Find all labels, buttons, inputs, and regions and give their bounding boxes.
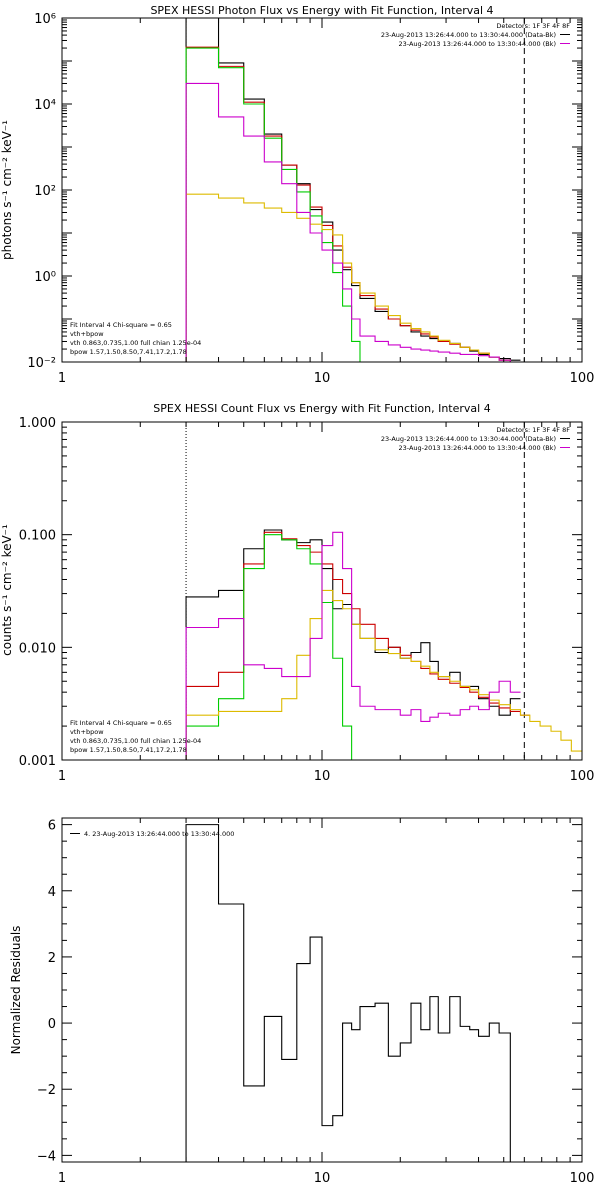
y-tick-label: 4	[48, 885, 56, 900]
legend-bl-text: vth 0.863,0.735,1.00 full chian 1.25e-04	[70, 737, 201, 745]
x-tick-label: 1	[58, 769, 66, 784]
series-data-bk	[185, 529, 521, 760]
series-group	[185, 529, 582, 760]
series-vth	[185, 534, 353, 760]
panel1-ylabel: photons s⁻¹ cm⁻² keV⁻¹	[0, 120, 14, 260]
axes-frame	[61, 17, 583, 363]
series-data-bk	[185, 18, 521, 362]
panel3-ylabel: Normalized Residuals	[9, 926, 23, 1055]
y-tick-label: −4	[37, 1149, 56, 1164]
legend-top-left: 4. 23-Aug-2013 13:26:44.000 to 13:30:44.…	[70, 830, 234, 838]
legend-tr-text: Detectors: 1F 3F 4F 8F	[496, 426, 570, 434]
y-tick-label: 2	[48, 951, 56, 966]
series-bpow	[185, 193, 511, 362]
x-tick-label: 100	[570, 371, 595, 386]
x-axis: 1 10 100	[58, 422, 595, 784]
series-4-23-aug-2013-13-26-44-000-to-13-30-44-000	[185, 824, 511, 1162]
y-tick-label: 1.000	[19, 416, 56, 431]
panel-residuals: 1 10 100 −4 −2 0 2 4 6 4. 23-Aug-2013 13:26:44.00…	[9, 817, 595, 1186]
x-axis: 1 10 100	[58, 18, 595, 386]
legend-tr-text: 23-Aug-2013 13:26:44.000 to 13:30:44.000…	[381, 435, 556, 443]
panel3-plot-area: 1 10 100 −4 −2 0 2 4 6 4. 23-Aug-2013 13:26:44.00…	[37, 817, 595, 1186]
legend-bl-text: vth+bpow	[70, 728, 104, 736]
y-tick-label: 0.001	[19, 754, 56, 769]
legend-bl-text: Fit Interval 4 Chi-square = 0.65	[70, 719, 172, 727]
legend-bl-text: vth+bpow	[70, 330, 104, 338]
x-tick-label: 100	[570, 769, 595, 784]
legend-tr-text: 23-Aug-2013 13:26:44.000 to 13:30:44.000…	[399, 40, 556, 48]
x-tick-label: 100	[570, 1171, 595, 1186]
y-tick-label: 0	[48, 1017, 56, 1032]
legend-tr-text: 23-Aug-2013 13:26:44.000 to 13:30:44.000…	[381, 31, 556, 39]
legend-bottom-left: Fit Interval 4 Chi-square = 0.65vth+bpow…	[70, 719, 201, 754]
panel2-ylabel: counts s⁻¹ cm⁻² keV⁻¹	[0, 524, 14, 656]
legend-bl-text: bpow 1.57,1.50,8.50,7.41,17.2,1.78	[70, 746, 187, 754]
series-group	[185, 824, 511, 1162]
y-tick-label: 10⁶	[34, 12, 56, 27]
series-group	[185, 18, 521, 362]
panel2-plot-area: 1 10 100 0.001 0.010 0.100 1.000 Detectors: 1F …	[19, 416, 595, 784]
y-axis: 10⁻² 10⁰ 10² 10⁴ 10⁶	[27, 12, 582, 371]
y-tick-label: −2	[37, 1083, 56, 1098]
y-axis: −4 −2 0 2 4 6	[37, 819, 582, 1164]
x-tick-label: 10	[314, 769, 331, 784]
x-tick-label: 1	[58, 1171, 66, 1186]
y-tick-label: 10⁻²	[27, 356, 56, 371]
y-tick-label: 0.100	[19, 529, 56, 544]
series-bpow	[185, 589, 582, 760]
y-tick-label: 6	[48, 819, 56, 834]
series-vth-bpow	[185, 531, 530, 760]
y-axis: 0.001 0.010 0.100 1.000	[19, 416, 582, 769]
panel-photon-flux: SPEX HESSI Photon Flux vs Energy with Fi…	[0, 4, 594, 386]
y-tick-label: 0.010	[19, 641, 56, 656]
legend-tr-text: Detectors: 1F 3F 4F 8F	[496, 22, 570, 30]
legend-bottom-left: Fit Interval 4 Chi-square = 0.65vth+bpow…	[70, 321, 201, 356]
legend-tl-text: 4. 23-Aug-2013 13:26:44.000 to 13:30:44.…	[84, 830, 234, 838]
x-tick-label: 1	[58, 371, 66, 386]
panel2-title: SPEX HESSI Count Flux vs Energy with Fit…	[153, 402, 490, 415]
legend-bl-text: Fit Interval 4 Chi-square = 0.65	[70, 321, 172, 329]
series-bk	[185, 531, 521, 760]
legend-bl-text: bpow 1.57,1.50,8.50,7.41,17.2,1.78	[70, 348, 187, 356]
y-tick-label: 10²	[34, 184, 56, 199]
series-vth-bpow	[185, 46, 511, 362]
panel1-plot-area: 1 10 100 10⁻² 10⁰ 10² 10⁴ 10⁶ Detectors: 1F 3F 4…	[27, 12, 594, 386]
series-vth	[185, 47, 361, 362]
y-tick-label: 10⁴	[34, 98, 56, 113]
x-tick-label: 10	[314, 1171, 331, 1186]
panel1-title: SPEX HESSI Photon Flux vs Energy with Fi…	[150, 4, 493, 17]
legend-bl-text: vth 0.863,0.735,1.00 full chian 1.25e-04	[70, 339, 201, 347]
y-tick-label: 10⁰	[34, 270, 56, 285]
series-bk	[185, 82, 521, 362]
panel-count-flux: SPEX HESSI Count Flux vs Energy with Fit…	[0, 402, 595, 784]
x-axis: 1 10 100	[58, 818, 595, 1186]
legend-tr-text: 23-Aug-2013 13:26:44.000 to 13:30:44.000…	[399, 444, 556, 452]
x-tick-label: 10	[314, 371, 331, 386]
